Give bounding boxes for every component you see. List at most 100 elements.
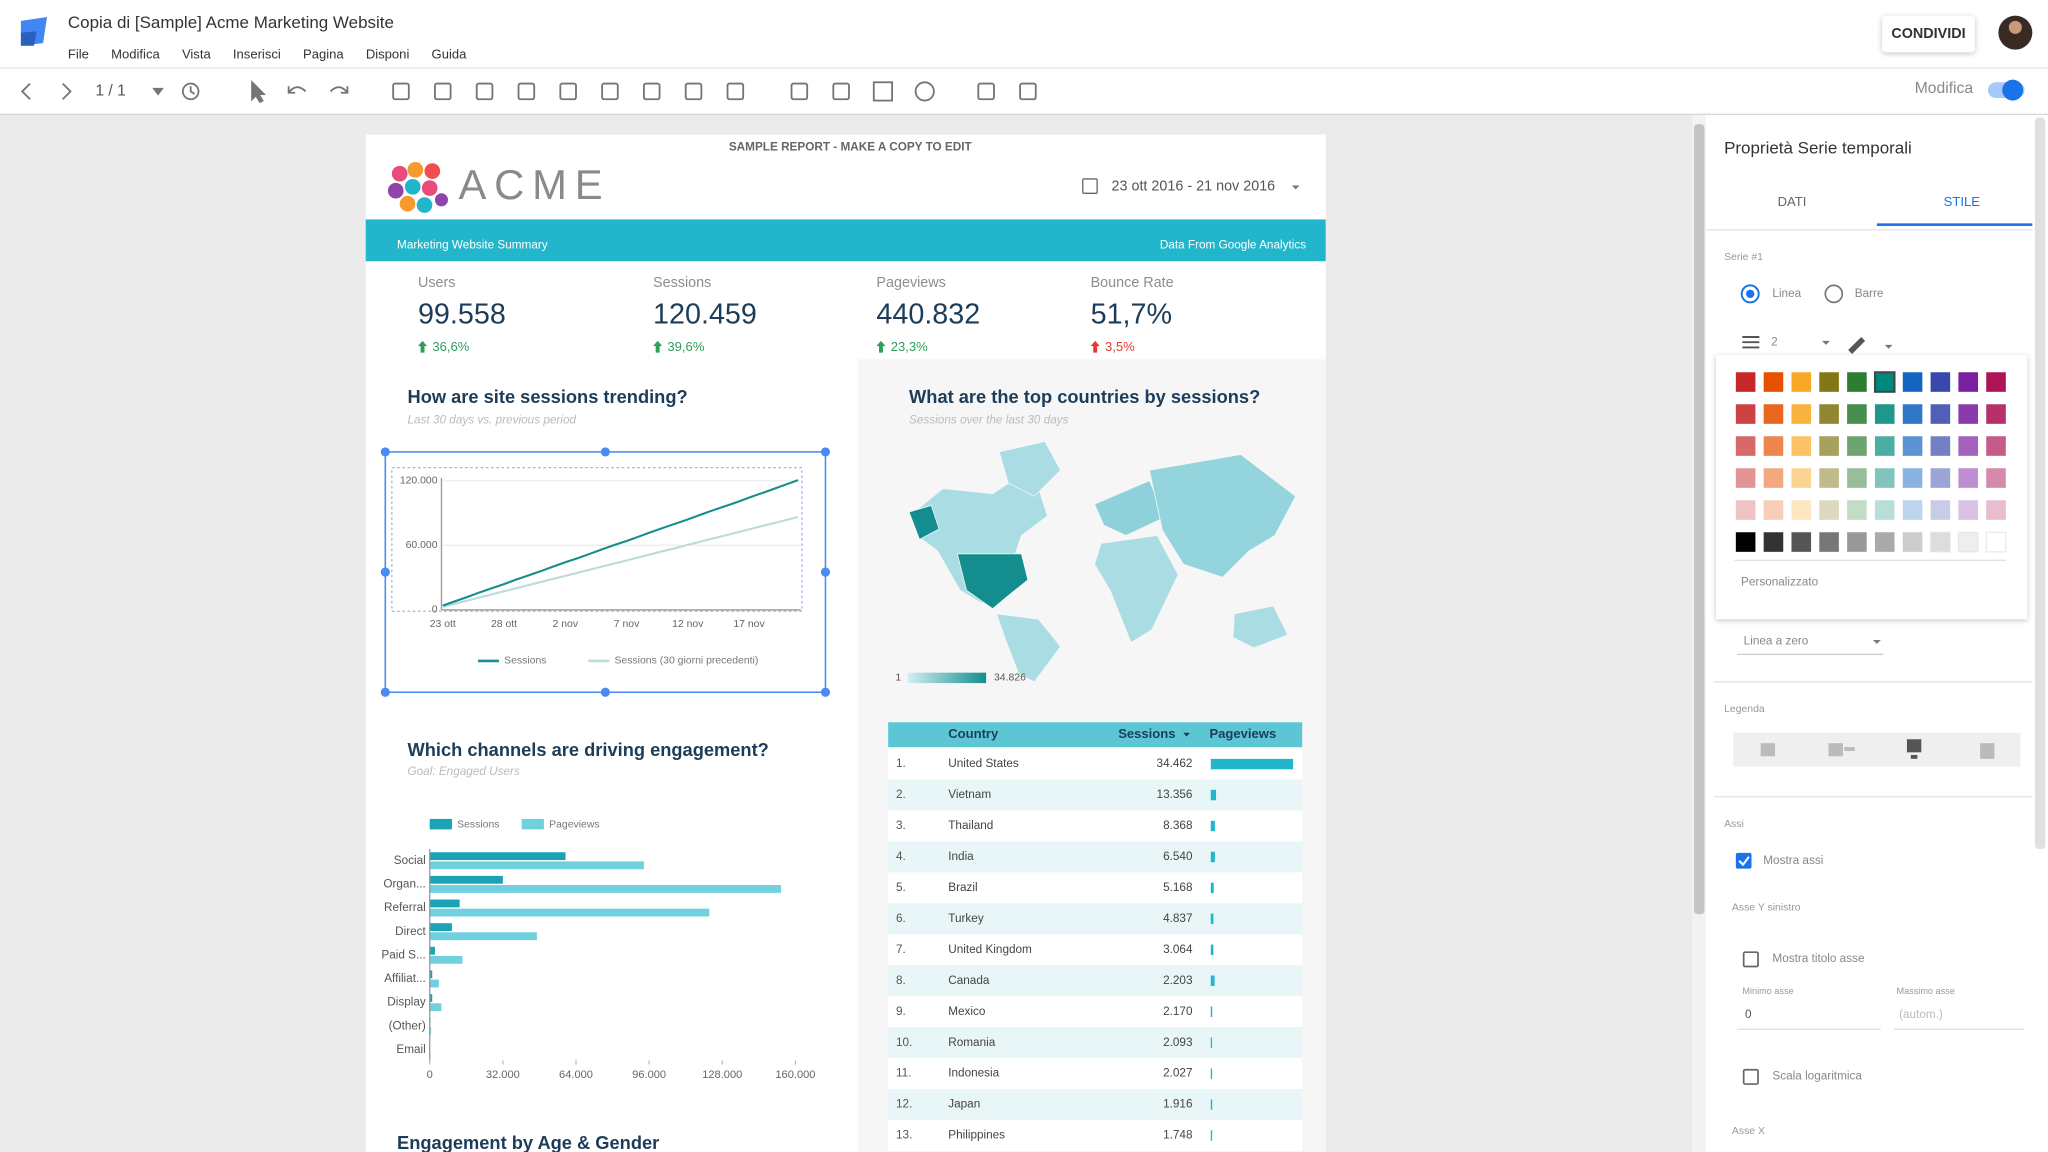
asia[interactable] bbox=[1148, 454, 1297, 578]
handle[interactable] bbox=[600, 447, 610, 457]
date-range[interactable]: 23 ott 2016 - 21 nov 2016 bbox=[1112, 179, 1276, 195]
color-swatch[interactable] bbox=[1902, 372, 1923, 392]
united-states[interactable] bbox=[956, 553, 1029, 610]
color-swatch[interactable] bbox=[1763, 500, 1784, 520]
color-swatch[interactable] bbox=[1819, 532, 1839, 552]
select-icon[interactable] bbox=[251, 80, 267, 104]
tab-active[interactable]: STILE bbox=[1944, 194, 1981, 209]
checkbox-label[interactable]: Mostra assi bbox=[1763, 854, 1823, 867]
dropdown-icon[interactable] bbox=[1884, 344, 1893, 349]
table-row[interactable] bbox=[888, 1089, 1303, 1121]
toolbar-icon[interactable] bbox=[392, 82, 410, 101]
toolbar-icon[interactable] bbox=[517, 82, 536, 101]
color-swatch[interactable] bbox=[1874, 404, 1895, 424]
table-row[interactable] bbox=[888, 841, 1303, 873]
africa[interactable] bbox=[1094, 535, 1179, 644]
checkbox[interactable] bbox=[1742, 1068, 1759, 1085]
color-swatch[interactable] bbox=[1763, 468, 1784, 488]
color-swatch[interactable] bbox=[1930, 531, 1951, 553]
toolbar-icon[interactable] bbox=[1019, 82, 1037, 101]
color-swatch[interactable] bbox=[1847, 500, 1867, 520]
color-swatch[interactable] bbox=[1819, 500, 1839, 520]
color-swatch[interactable] bbox=[1847, 468, 1867, 488]
color-swatch[interactable] bbox=[1791, 468, 1812, 488]
table-row[interactable] bbox=[888, 1027, 1303, 1059]
australia[interactable] bbox=[1232, 605, 1289, 649]
south-america[interactable] bbox=[995, 613, 1062, 683]
color-swatch[interactable] bbox=[1986, 404, 2006, 424]
color-swatch[interactable] bbox=[1819, 468, 1839, 488]
table-row[interactable] bbox=[888, 903, 1303, 935]
pencil-icon[interactable] bbox=[1848, 336, 1866, 354]
radio-selected[interactable] bbox=[1740, 284, 1760, 304]
menu-item[interactable]: Disponi bbox=[366, 46, 410, 61]
color-swatch[interactable] bbox=[1819, 404, 1839, 424]
menu-item[interactable]: Pagina bbox=[303, 46, 344, 61]
table-row[interactable] bbox=[888, 996, 1303, 1028]
color-swatch[interactable] bbox=[1819, 436, 1839, 456]
color-swatch[interactable] bbox=[1874, 468, 1895, 488]
column-header[interactable]: Sessions bbox=[1118, 726, 1175, 741]
calendar-icon[interactable] bbox=[1082, 178, 1098, 194]
color-swatch[interactable] bbox=[1735, 436, 1756, 456]
color-swatch[interactable] bbox=[1930, 468, 1951, 488]
color-swatch[interactable] bbox=[1902, 404, 1923, 424]
color-swatch[interactable] bbox=[1791, 436, 1812, 456]
field-value[interactable]: (autom.) bbox=[1899, 1008, 1943, 1021]
table-row[interactable] bbox=[888, 872, 1303, 904]
color-swatch[interactable] bbox=[1930, 372, 1951, 392]
toolbar-icon[interactable] bbox=[832, 82, 850, 101]
toolbar-icon[interactable] bbox=[726, 82, 745, 101]
dropdown-icon[interactable] bbox=[152, 87, 164, 96]
legend-option[interactable] bbox=[1828, 743, 1843, 757]
rectangle-icon[interactable] bbox=[872, 81, 893, 102]
line-weight[interactable]: 2 bbox=[1771, 335, 1778, 348]
color-swatch[interactable] bbox=[1986, 468, 2006, 488]
color-swatch[interactable] bbox=[1763, 372, 1784, 392]
color-swatch[interactable] bbox=[1930, 404, 1951, 424]
redo-icon[interactable] bbox=[329, 86, 349, 94]
color-swatch[interactable] bbox=[1763, 436, 1784, 456]
handle[interactable] bbox=[380, 687, 390, 697]
color-swatch[interactable] bbox=[1735, 404, 1756, 424]
menu-item[interactable]: File bbox=[68, 46, 89, 61]
handle[interactable] bbox=[820, 447, 831, 457]
color-swatch[interactable] bbox=[1902, 500, 1923, 520]
color-swatch[interactable] bbox=[1902, 436, 1923, 456]
color-swatch[interactable] bbox=[1957, 531, 1979, 553]
color-swatch[interactable] bbox=[1874, 500, 1895, 520]
tab[interactable]: DATI bbox=[1778, 194, 1807, 209]
toolbar-icon[interactable] bbox=[475, 82, 494, 101]
dropdown-icon[interactable] bbox=[1872, 640, 1881, 644]
document-title[interactable]: Copia di [Sample] Acme Marketing Website bbox=[68, 13, 394, 32]
color-swatch[interactable] bbox=[1735, 468, 1756, 488]
sort-icon[interactable] bbox=[1183, 732, 1190, 737]
color-swatch[interactable] bbox=[1791, 532, 1812, 552]
color-swatch[interactable] bbox=[1874, 436, 1895, 456]
toolbar-icon[interactable] bbox=[559, 82, 577, 101]
color-swatch-selected[interactable] bbox=[1873, 371, 1896, 393]
field-value[interactable]: 0 bbox=[1745, 1008, 1752, 1021]
forward-icon[interactable] bbox=[62, 82, 72, 100]
toolbar-icon[interactable] bbox=[643, 82, 661, 101]
checkbox-label[interactable]: Scala logaritmica bbox=[1772, 1069, 1862, 1082]
toolbar-icon[interactable] bbox=[684, 82, 703, 101]
color-swatch[interactable] bbox=[1986, 500, 2006, 520]
handle[interactable] bbox=[600, 687, 610, 697]
checkbox-checked[interactable] bbox=[1735, 852, 1752, 869]
table-row[interactable] bbox=[888, 810, 1303, 842]
table-row[interactable] bbox=[888, 1058, 1303, 1090]
color-swatch[interactable] bbox=[1986, 372, 2006, 392]
toolbar-icon[interactable] bbox=[977, 82, 995, 101]
color-swatch[interactable] bbox=[1902, 468, 1923, 488]
radio[interactable] bbox=[1824, 284, 1844, 304]
custom-color[interactable]: Personalizzato bbox=[1741, 576, 1819, 589]
color-swatch[interactable] bbox=[1847, 372, 1867, 392]
checkbox[interactable] bbox=[1742, 951, 1759, 968]
color-swatch[interactable] bbox=[1791, 372, 1812, 392]
color-swatch[interactable] bbox=[1986, 436, 2006, 456]
circle-icon[interactable] bbox=[914, 81, 935, 102]
radio-label[interactable]: Linea bbox=[1772, 287, 1801, 300]
undo-icon[interactable] bbox=[287, 86, 307, 94]
color-swatch[interactable] bbox=[1735, 372, 1756, 392]
